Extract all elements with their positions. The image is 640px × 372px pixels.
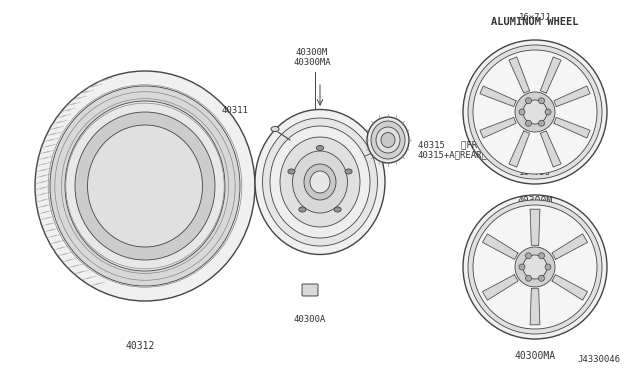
Circle shape <box>468 200 602 334</box>
Circle shape <box>468 45 602 179</box>
Polygon shape <box>540 131 561 167</box>
Ellipse shape <box>75 112 215 260</box>
Circle shape <box>519 264 525 270</box>
Ellipse shape <box>300 208 305 211</box>
Polygon shape <box>509 57 529 93</box>
Polygon shape <box>552 275 588 300</box>
Ellipse shape <box>255 109 385 254</box>
Text: 40224: 40224 <box>380 145 407 154</box>
Circle shape <box>525 275 531 281</box>
Ellipse shape <box>376 127 400 153</box>
Circle shape <box>538 120 545 126</box>
Text: J4330046: J4330046 <box>577 355 620 364</box>
Circle shape <box>473 50 597 174</box>
Ellipse shape <box>280 137 360 227</box>
Ellipse shape <box>317 145 323 151</box>
Ellipse shape <box>271 126 279 131</box>
Text: 40300MA: 40300MA <box>515 351 556 361</box>
Ellipse shape <box>345 169 352 174</box>
Polygon shape <box>554 118 590 138</box>
Text: 40300M: 40300M <box>517 196 552 206</box>
Text: 40312: 40312 <box>125 341 155 351</box>
Polygon shape <box>530 209 540 245</box>
Ellipse shape <box>299 207 306 212</box>
Ellipse shape <box>289 170 294 173</box>
Polygon shape <box>480 86 516 106</box>
Polygon shape <box>483 234 518 259</box>
Circle shape <box>463 195 607 339</box>
Text: 40315   （FRONT）
40315+A（REAR）: 40315 （FRONT） 40315+A（REAR） <box>418 140 499 160</box>
Polygon shape <box>483 275 518 300</box>
Text: 16×7JJ: 16×7JJ <box>519 13 551 22</box>
Ellipse shape <box>270 126 370 238</box>
Ellipse shape <box>65 101 225 271</box>
Ellipse shape <box>35 71 255 301</box>
Ellipse shape <box>371 121 405 159</box>
Circle shape <box>525 98 531 104</box>
Circle shape <box>515 92 555 132</box>
Ellipse shape <box>346 170 351 173</box>
Ellipse shape <box>381 132 395 148</box>
Text: 40311: 40311 <box>221 106 248 115</box>
Text: 16×7JJ: 16×7JJ <box>519 168 551 177</box>
Polygon shape <box>540 57 561 93</box>
Circle shape <box>523 100 547 124</box>
Ellipse shape <box>50 86 240 286</box>
Ellipse shape <box>335 208 340 211</box>
Circle shape <box>545 264 551 270</box>
Ellipse shape <box>262 118 378 246</box>
Ellipse shape <box>318 147 322 150</box>
Text: 40300A: 40300A <box>294 315 326 324</box>
Ellipse shape <box>304 164 336 200</box>
Text: 40300M
40300MA: 40300M 40300MA <box>293 48 331 67</box>
Text: ALUMINUM WHEEL: ALUMINUM WHEEL <box>492 17 579 27</box>
Circle shape <box>525 120 531 126</box>
Circle shape <box>463 40 607 184</box>
Polygon shape <box>552 234 588 259</box>
Ellipse shape <box>288 169 295 174</box>
Circle shape <box>515 247 555 287</box>
Circle shape <box>538 253 545 259</box>
Circle shape <box>538 98 545 104</box>
Ellipse shape <box>367 117 409 163</box>
Polygon shape <box>530 289 540 325</box>
Circle shape <box>538 275 545 281</box>
Circle shape <box>525 253 531 259</box>
Circle shape <box>545 109 551 115</box>
Polygon shape <box>554 86 590 106</box>
Circle shape <box>523 255 547 279</box>
Ellipse shape <box>310 171 330 193</box>
Ellipse shape <box>292 151 348 213</box>
Polygon shape <box>509 131 529 167</box>
Ellipse shape <box>334 207 341 212</box>
Ellipse shape <box>88 125 202 247</box>
Circle shape <box>473 205 597 329</box>
Circle shape <box>519 109 525 115</box>
FancyBboxPatch shape <box>302 284 318 296</box>
Polygon shape <box>480 118 516 138</box>
